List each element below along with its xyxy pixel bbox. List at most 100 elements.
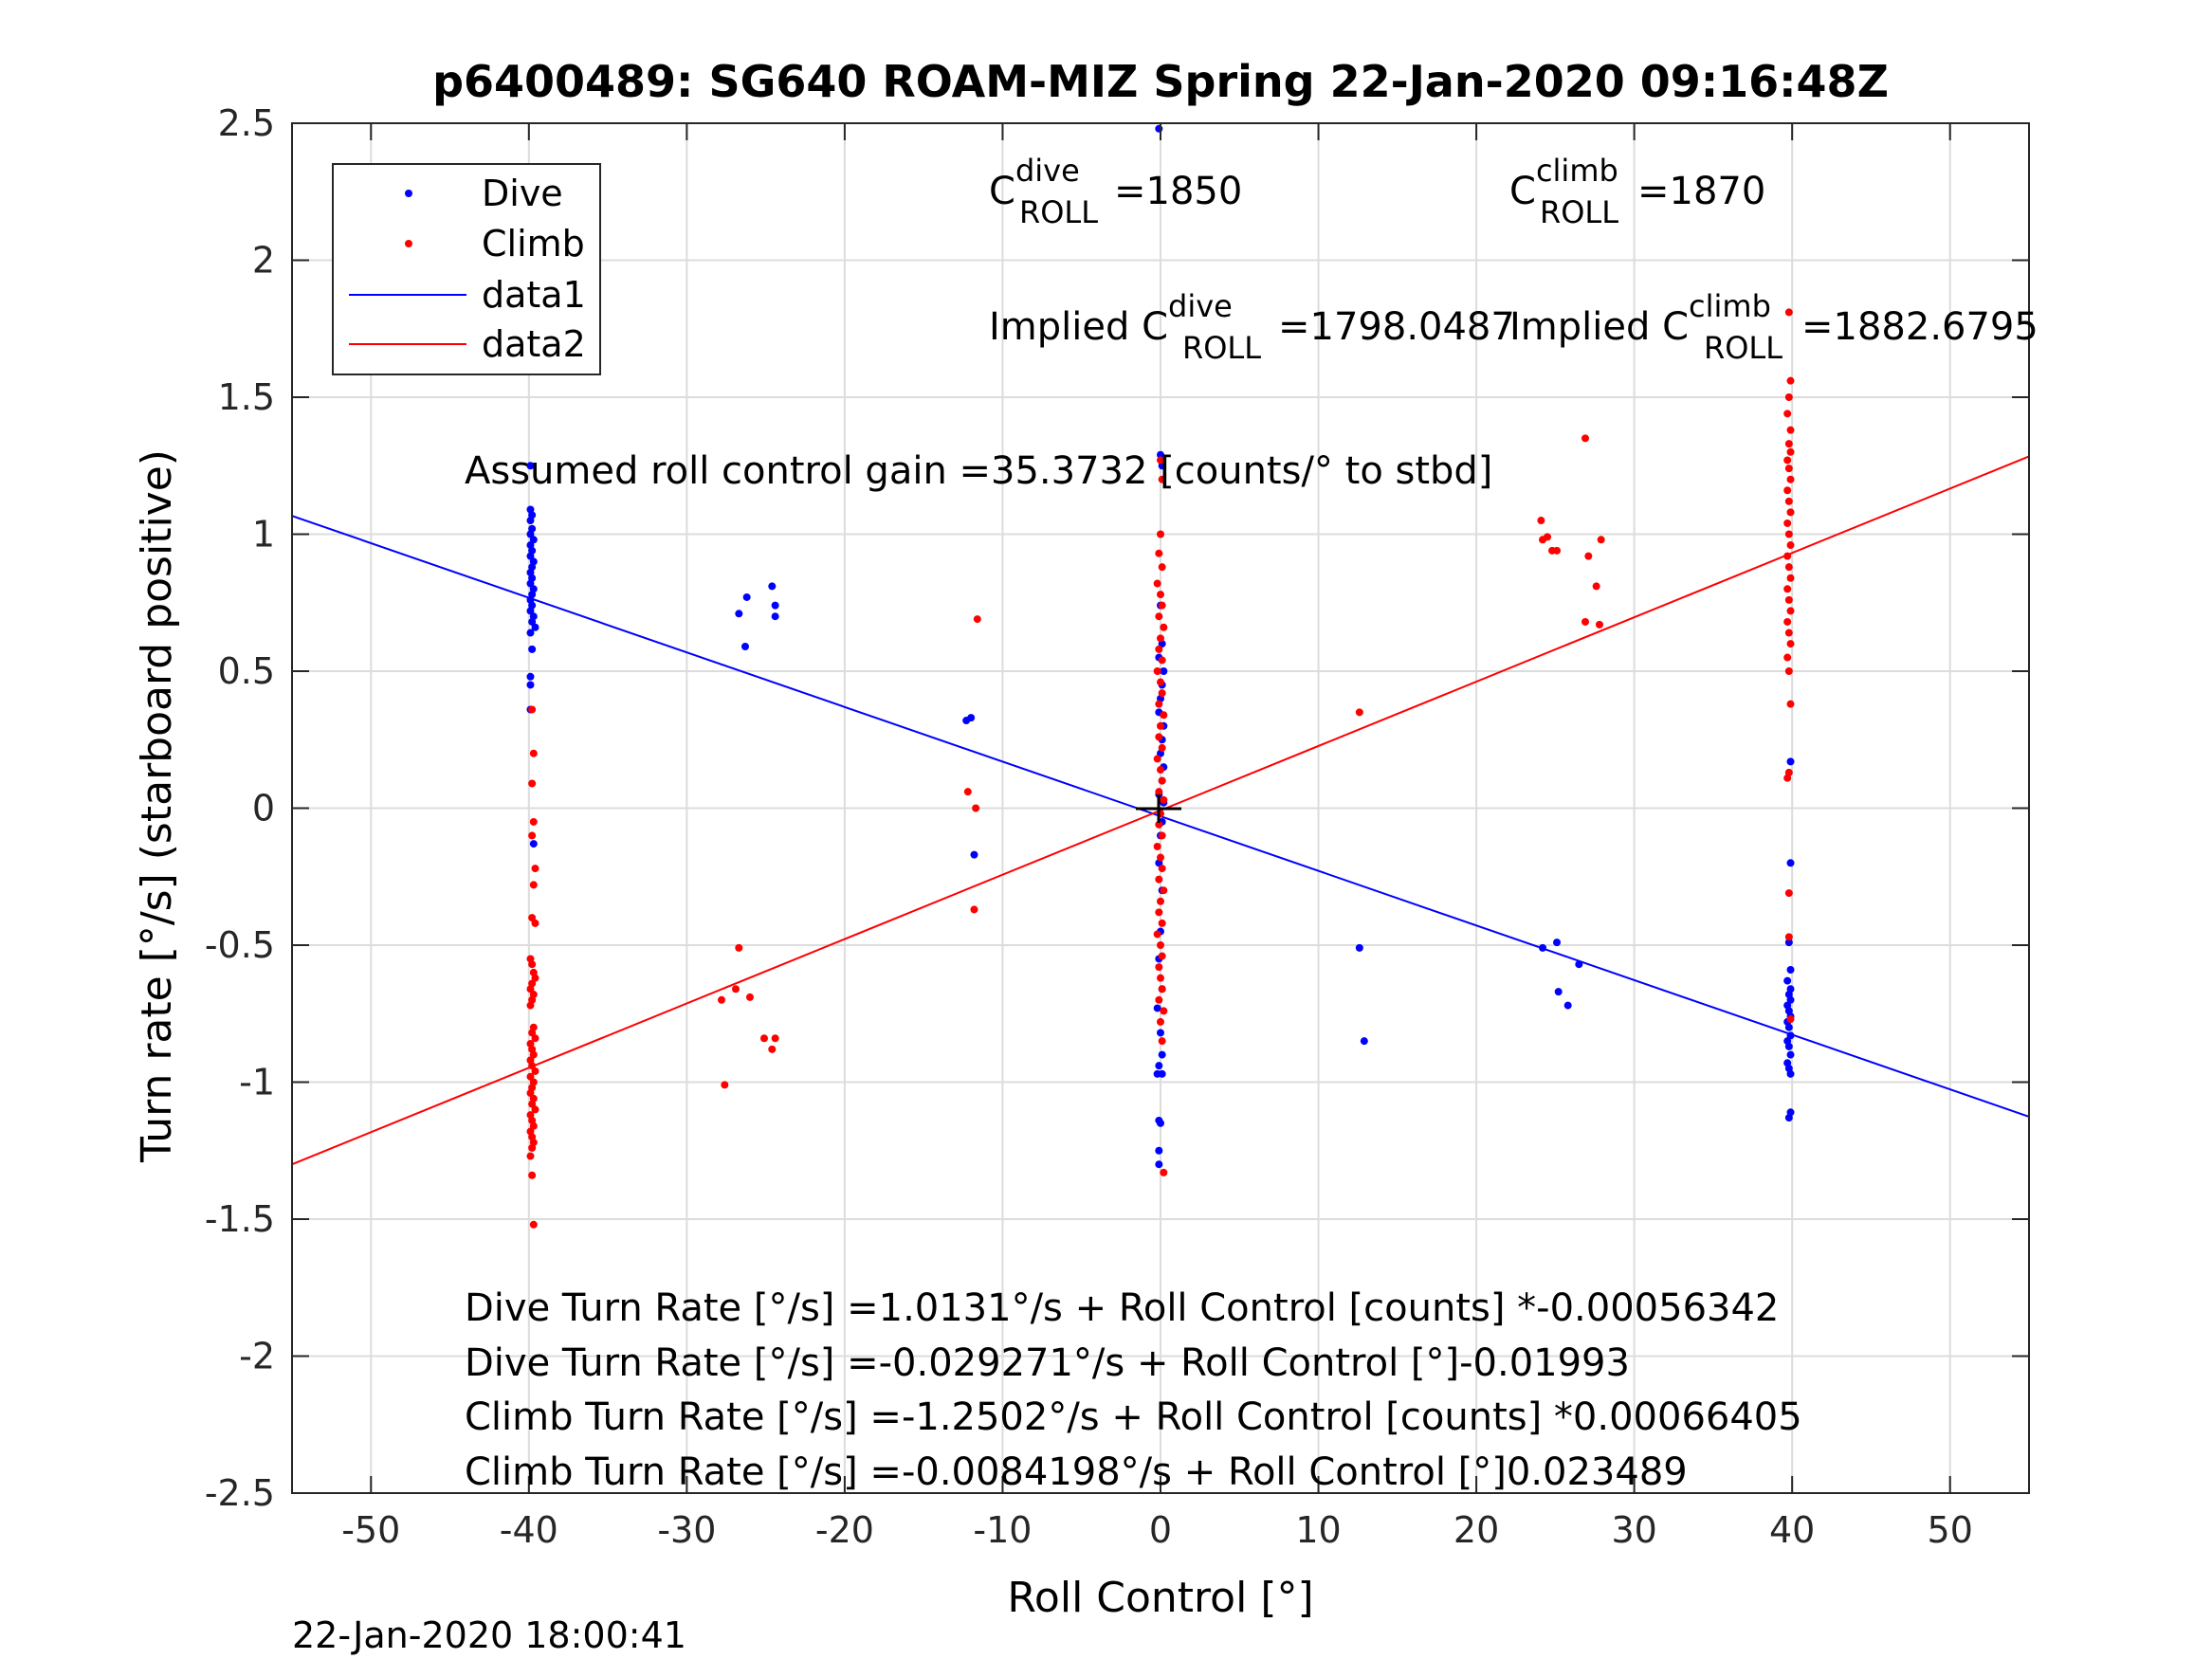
dive-point xyxy=(529,536,538,544)
climb-point xyxy=(1157,974,1164,982)
dive-point xyxy=(1786,757,1795,766)
climb-point xyxy=(1786,426,1795,434)
climb-point xyxy=(1158,563,1166,572)
dive-point xyxy=(735,610,743,618)
climb-point xyxy=(531,919,539,927)
y-tick-label: 1.5 xyxy=(218,376,275,418)
dive-point xyxy=(1155,1146,1163,1155)
dive-point xyxy=(526,629,535,637)
dive-point xyxy=(526,530,535,538)
dive-point xyxy=(1563,1001,1572,1010)
climb-point xyxy=(973,615,981,624)
dive-point xyxy=(526,517,535,525)
y-tick-label: 0.5 xyxy=(218,650,275,692)
climb-point xyxy=(1553,546,1562,555)
climb-point xyxy=(1155,963,1163,972)
climb-point xyxy=(1155,645,1163,653)
climb-point xyxy=(1783,519,1792,527)
implied-climb-annotation: Implied Cclimb ROLL =1882.6795 xyxy=(1509,288,2038,366)
climb-point xyxy=(1158,952,1166,960)
dive-point xyxy=(526,672,535,681)
climb-point xyxy=(1783,617,1792,626)
fit-line-1: Dive Turn Rate [°/s] =1.0131°/s + Roll C… xyxy=(465,1286,1779,1330)
climb-point xyxy=(529,749,538,757)
climb-point xyxy=(1537,517,1545,525)
y-tick-label: -2 xyxy=(239,1336,275,1377)
climb-point xyxy=(526,1152,535,1160)
climb-point xyxy=(528,914,537,922)
climb-point xyxy=(718,995,726,1004)
dive-point xyxy=(1160,667,1168,675)
y-tick-label: -2.5 xyxy=(205,1472,275,1514)
climb-point xyxy=(1784,629,1793,637)
climb-point xyxy=(1581,617,1590,626)
dive-point xyxy=(740,642,749,650)
dive-point xyxy=(1786,995,1795,1004)
climb-point xyxy=(1784,667,1793,675)
climb-point xyxy=(528,960,537,969)
x-tick-label: 50 xyxy=(1928,1509,1973,1551)
climb-point xyxy=(1158,776,1166,785)
x-tick-label: 40 xyxy=(1769,1509,1815,1551)
y-tick-label: 2.5 xyxy=(218,102,275,144)
legend-climb-marker xyxy=(405,240,412,247)
climb-point xyxy=(1784,393,1793,401)
climb-point xyxy=(526,1072,535,1081)
climb-point xyxy=(1783,410,1792,418)
dive-point xyxy=(1786,1050,1795,1059)
climb-point xyxy=(1157,530,1164,538)
climb-point xyxy=(526,985,535,994)
dive-point xyxy=(742,592,751,601)
climb-point xyxy=(735,943,743,952)
dive-point xyxy=(1157,1029,1164,1037)
climb-point xyxy=(1783,774,1792,782)
climb-point xyxy=(1784,530,1793,538)
x-tick-label: -50 xyxy=(341,1509,400,1551)
x-tick-label: -20 xyxy=(815,1509,874,1551)
climb-point xyxy=(529,881,538,889)
y-tick-label: 2 xyxy=(252,240,275,282)
implied-dive-value: =1798.0487 xyxy=(1278,305,1515,349)
y-tick-label: -1 xyxy=(239,1062,275,1103)
climb-point xyxy=(1155,995,1163,1004)
climb-point xyxy=(1160,886,1168,895)
fit-line-3: Climb Turn Rate [°/s] =-1.2502°/s + Roll… xyxy=(465,1395,1802,1439)
climb-point xyxy=(1160,1168,1168,1176)
dive-point xyxy=(1786,1031,1795,1040)
climb-point xyxy=(526,1089,535,1098)
climb-point xyxy=(1584,552,1593,560)
x-axis-label: Roll Control [°] xyxy=(1007,1574,1313,1622)
c-dive-sup: dive xyxy=(1015,153,1080,189)
climb-point xyxy=(1786,574,1795,582)
dive-point xyxy=(1157,450,1164,459)
climb-point xyxy=(1153,842,1161,850)
climb-point xyxy=(1158,865,1166,873)
x-tick-label: -10 xyxy=(973,1509,1032,1551)
dive-point xyxy=(1553,939,1562,947)
implied-dive-sub: ROLL xyxy=(1182,330,1261,366)
legend-climb-label: Climb xyxy=(482,223,585,264)
dive-point xyxy=(771,612,779,621)
climb-point xyxy=(1157,853,1164,862)
climb-point xyxy=(1592,582,1600,591)
legend-box xyxy=(332,163,601,375)
climb-point xyxy=(1160,795,1168,804)
y-tick-label: 0 xyxy=(252,788,275,830)
dive-point xyxy=(1158,1050,1166,1059)
dive-point xyxy=(970,850,978,859)
dive-point xyxy=(1153,1004,1161,1012)
c-climb-label: C xyxy=(1509,170,1536,213)
climb-point xyxy=(745,993,754,1001)
dive-point xyxy=(1784,1023,1793,1031)
dive-point xyxy=(1539,943,1547,952)
dive-point xyxy=(768,582,777,591)
climb-point xyxy=(1158,656,1166,665)
x-tick-label: 20 xyxy=(1453,1509,1499,1551)
climb-point xyxy=(529,1220,538,1229)
climb-point xyxy=(1157,897,1164,905)
x-tick-label: -30 xyxy=(657,1509,716,1551)
climb-point xyxy=(768,1045,777,1053)
climb-point xyxy=(1158,689,1166,698)
dive-point xyxy=(771,601,779,610)
